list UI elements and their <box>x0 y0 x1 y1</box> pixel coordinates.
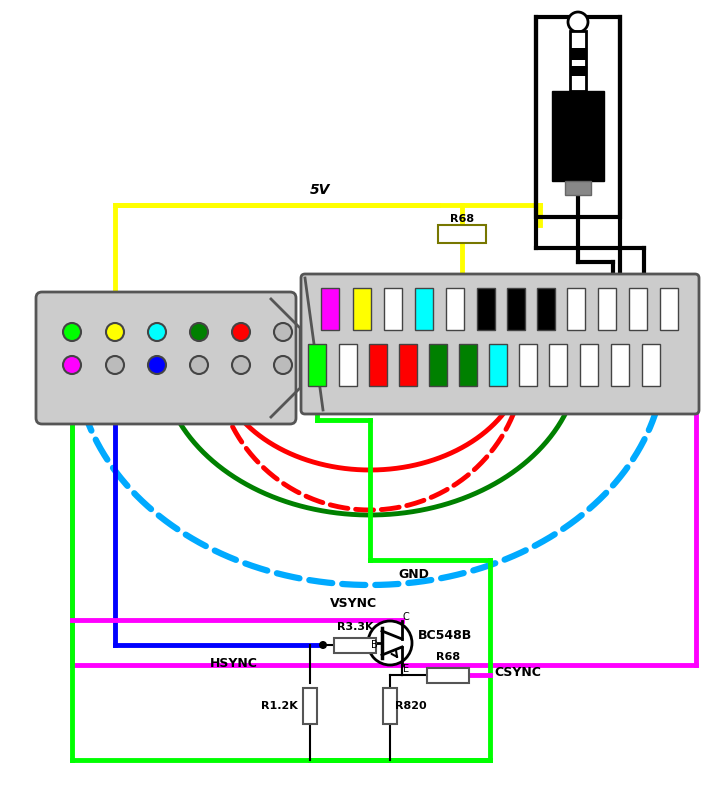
Text: B: B <box>371 640 378 650</box>
Bar <box>507 288 525 330</box>
Circle shape <box>63 323 81 341</box>
Circle shape <box>368 621 412 665</box>
Text: C: C <box>403 612 409 622</box>
Text: R68: R68 <box>436 652 460 662</box>
Circle shape <box>148 356 166 374</box>
Bar <box>565 181 591 195</box>
Circle shape <box>319 641 327 649</box>
FancyBboxPatch shape <box>301 274 699 414</box>
Bar <box>660 288 678 330</box>
Bar <box>570 66 586 76</box>
Text: GND: GND <box>398 568 429 581</box>
Text: CSYNC: CSYNC <box>494 667 541 679</box>
Bar <box>629 288 647 330</box>
Bar <box>611 344 629 386</box>
Circle shape <box>568 12 588 32</box>
Text: R3.3K: R3.3K <box>337 622 373 632</box>
Bar <box>477 288 495 330</box>
Bar <box>567 288 585 330</box>
Bar <box>570 48 586 60</box>
Bar <box>334 638 376 653</box>
Circle shape <box>274 356 292 374</box>
Bar <box>446 288 464 330</box>
Bar <box>369 344 387 386</box>
Text: E: E <box>403 664 409 674</box>
Bar <box>427 667 469 682</box>
Circle shape <box>148 323 166 341</box>
Bar <box>399 344 417 386</box>
Bar <box>459 344 477 386</box>
FancyBboxPatch shape <box>36 292 296 424</box>
Circle shape <box>232 356 250 374</box>
Bar <box>549 344 567 386</box>
Text: HSYNC: HSYNC <box>210 657 258 670</box>
Bar <box>429 344 447 386</box>
Text: VSYNC: VSYNC <box>330 597 377 610</box>
Bar <box>598 288 616 330</box>
Bar <box>383 688 397 724</box>
Text: BC548B: BC548B <box>418 629 472 642</box>
Bar <box>353 288 371 330</box>
Bar <box>303 688 317 724</box>
Bar <box>384 288 402 330</box>
Text: R820: R820 <box>395 701 427 711</box>
Bar <box>552 91 604 181</box>
Circle shape <box>106 356 124 374</box>
Circle shape <box>63 356 81 374</box>
Circle shape <box>190 323 208 341</box>
Bar <box>580 344 598 386</box>
Bar <box>339 344 357 386</box>
Circle shape <box>232 323 250 341</box>
Text: 5V: 5V <box>310 183 330 197</box>
Bar <box>570 31 586 91</box>
Bar <box>308 344 326 386</box>
Bar <box>536 17 620 217</box>
Bar <box>415 288 433 330</box>
Circle shape <box>274 323 292 341</box>
Bar <box>489 344 507 386</box>
Text: R68: R68 <box>450 214 474 224</box>
Bar <box>438 225 486 243</box>
Circle shape <box>190 356 208 374</box>
Bar <box>537 288 555 330</box>
Bar <box>519 344 537 386</box>
Text: R1.2K: R1.2K <box>261 701 298 711</box>
Bar <box>642 344 660 386</box>
Bar <box>321 288 339 330</box>
Circle shape <box>106 323 124 341</box>
